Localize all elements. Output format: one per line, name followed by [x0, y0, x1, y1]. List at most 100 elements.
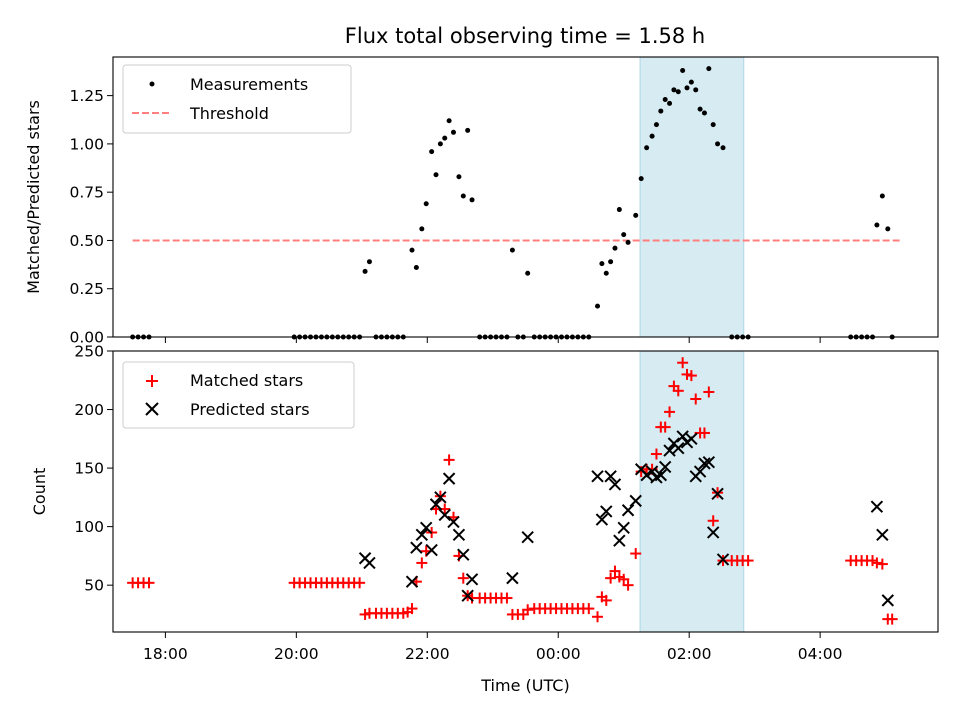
matched-star-point — [659, 421, 671, 433]
measurement-point — [525, 270, 531, 276]
predicted-star-point — [711, 487, 724, 501]
predicted-star-point — [716, 553, 730, 566]
matched-star-point — [443, 454, 455, 466]
predicted-star-point — [645, 465, 659, 478]
bottom-legend-box — [122, 361, 355, 429]
predicted-star-point — [698, 457, 711, 470]
measurement-point — [413, 264, 419, 270]
measurement-point — [658, 108, 664, 114]
matched-star-point — [143, 577, 155, 589]
matched-star-point — [698, 427, 710, 439]
measurement-point — [595, 303, 601, 309]
predicted-star-point — [613, 534, 626, 547]
legend-matched-marker — [146, 375, 158, 387]
bottom-legend: Matched stars Predicted stars — [122, 361, 355, 429]
predicted-star-point — [442, 472, 456, 485]
matched-star-point — [522, 604, 534, 616]
legend-threshold-label: Threshold — [189, 104, 269, 123]
measurement-point — [608, 259, 614, 265]
top-legend-box — [122, 64, 352, 134]
matched-star-point — [618, 573, 630, 585]
predicted-star-point — [672, 441, 685, 455]
y-tick-label: 0.50 — [69, 232, 104, 250]
predicted-star-point — [706, 526, 720, 539]
measurement-point — [616, 207, 622, 213]
observing-window-top — [639, 56, 745, 338]
measurement-point — [706, 66, 712, 72]
bottom-plot-frame — [112, 350, 939, 633]
measurement-point — [671, 87, 677, 93]
measurement-point — [509, 247, 515, 253]
measurement-point — [433, 172, 439, 178]
y-tick-label: 50 — [84, 577, 104, 595]
predicted-star-point — [419, 521, 433, 535]
measurement-point — [442, 135, 448, 141]
measurement-point — [879, 193, 885, 199]
measurement-point — [638, 176, 644, 182]
y-tick-label: 250 — [74, 343, 104, 361]
measurement-point — [423, 201, 429, 207]
matched-star-point — [583, 603, 595, 615]
x-tick-label: 04:00 — [798, 645, 843, 663]
legend-predicted-marker — [145, 402, 159, 416]
measurement-point — [680, 68, 686, 74]
y-tick-label: 150 — [74, 460, 104, 478]
matched-star-point — [672, 385, 684, 397]
measurement-point — [693, 87, 699, 93]
matched-star-point — [703, 386, 715, 398]
predicted-star-point — [658, 460, 672, 474]
measurement-point — [653, 122, 659, 128]
measurement-point — [649, 133, 655, 139]
predicted-star-point — [629, 494, 642, 508]
y-tick-label: 200 — [74, 401, 104, 419]
top-y-axis-label: Matched/Predicted stars — [24, 100, 43, 294]
y-tick-label: 1.00 — [69, 135, 104, 153]
matched-star-point — [677, 357, 689, 369]
matched-star-point — [707, 515, 719, 527]
predicted-star-point — [465, 573, 479, 586]
x-tick-label: 02:00 — [667, 645, 712, 663]
predicted-star-point — [591, 470, 604, 483]
matched-star-point — [630, 548, 642, 560]
measurement-point — [625, 239, 631, 245]
y-tick-label: 1.25 — [69, 87, 104, 105]
legend-measurements-label: Measurements — [190, 75, 308, 94]
measurement-point — [644, 145, 650, 151]
predicted-star-point — [405, 575, 419, 588]
predicted-star-point — [640, 468, 653, 482]
measurement-point — [612, 245, 618, 251]
predicted-star-point — [702, 456, 716, 469]
bottom-x-axis: 18:00 20:00 22:00 00:00 02:00 04:00 — [143, 632, 842, 663]
predicted-star-point — [425, 543, 438, 557]
matched-star-point — [501, 592, 513, 604]
predicted-star-point — [447, 515, 460, 529]
y-tick-label: 0.75 — [69, 184, 104, 202]
x-tick-label: 22:00 — [405, 645, 450, 663]
predicted-star-point — [461, 589, 474, 602]
matched-star-point — [406, 603, 418, 615]
predicted-star-point — [685, 432, 698, 446]
measurement-point — [621, 232, 627, 238]
matched-star-point — [457, 572, 469, 584]
top-panel: 0.00 0.25 0.50 0.75 1.00 1.25 Matched/Predict… — [24, 56, 939, 347]
matched-star-point — [886, 613, 898, 625]
bottom-y-axis-label: Count — [30, 468, 49, 516]
predicted-star-point — [434, 491, 447, 504]
matched-star-point — [742, 555, 754, 567]
legend-matched-label: Matched stars — [190, 371, 303, 390]
measurement-point — [419, 226, 425, 232]
measurement-point — [667, 100, 673, 106]
predicted-star-point — [595, 513, 609, 526]
matched-star-point — [690, 393, 702, 405]
matched-star-point — [605, 572, 617, 584]
measurement-point — [701, 110, 707, 116]
measurement-point — [885, 226, 891, 232]
predicted-star-point — [663, 444, 676, 457]
predicted-star-point — [506, 571, 519, 585]
predicted-star-point — [870, 500, 884, 513]
predicted-star-point — [604, 470, 617, 483]
top-legend: Measurements Threshold — [122, 64, 352, 134]
bottom-y-axis: 50 100 150 200 250 — [74, 343, 113, 595]
measurement-point — [710, 122, 716, 128]
measurement-point — [456, 174, 462, 180]
